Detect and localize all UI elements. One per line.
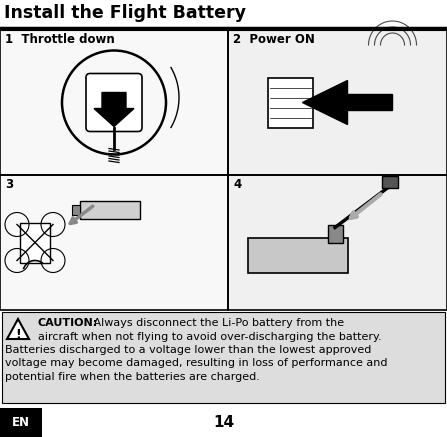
Text: 4: 4 <box>233 178 241 191</box>
Text: 2  Power ON: 2 Power ON <box>233 33 315 46</box>
Bar <box>20 222 50 263</box>
Polygon shape <box>303 80 392 125</box>
Bar <box>228 30 447 175</box>
Bar <box>328 225 343 243</box>
Bar <box>0 30 228 175</box>
Bar <box>72 205 80 215</box>
Text: Batteries discharged to a voltage lower than the lowest approved: Batteries discharged to a voltage lower … <box>5 345 371 355</box>
Text: 3: 3 <box>5 178 13 191</box>
Polygon shape <box>94 93 134 126</box>
Text: aircraft when not flying to avoid over-discharging the battery.: aircraft when not flying to avoid over-d… <box>38 332 382 341</box>
Text: CAUTION:: CAUTION: <box>38 318 98 328</box>
Bar <box>0 175 228 310</box>
Bar <box>267 77 312 128</box>
Polygon shape <box>7 319 29 339</box>
Text: 1  Throttle down: 1 Throttle down <box>5 33 115 46</box>
Bar <box>2 312 445 403</box>
Bar <box>248 237 348 273</box>
Text: Always disconnect the Li-Po battery from the: Always disconnect the Li-Po battery from… <box>90 318 344 328</box>
Bar <box>228 30 447 175</box>
Bar <box>0 30 228 175</box>
Bar <box>0 408 42 437</box>
Text: voltage may become damaged, resulting in loss of performance and: voltage may become damaged, resulting in… <box>5 358 388 368</box>
Text: Install the Flight Battery: Install the Flight Battery <box>4 4 246 22</box>
FancyBboxPatch shape <box>86 73 142 132</box>
Text: EN: EN <box>12 416 30 429</box>
Text: potential fire when the batteries are charged.: potential fire when the batteries are ch… <box>5 372 260 382</box>
Bar <box>382 176 398 187</box>
Text: 14: 14 <box>213 415 234 430</box>
Bar <box>0 175 228 310</box>
Bar <box>80 201 140 218</box>
Text: !: ! <box>15 329 21 341</box>
Bar <box>228 175 447 310</box>
Bar <box>228 175 447 310</box>
